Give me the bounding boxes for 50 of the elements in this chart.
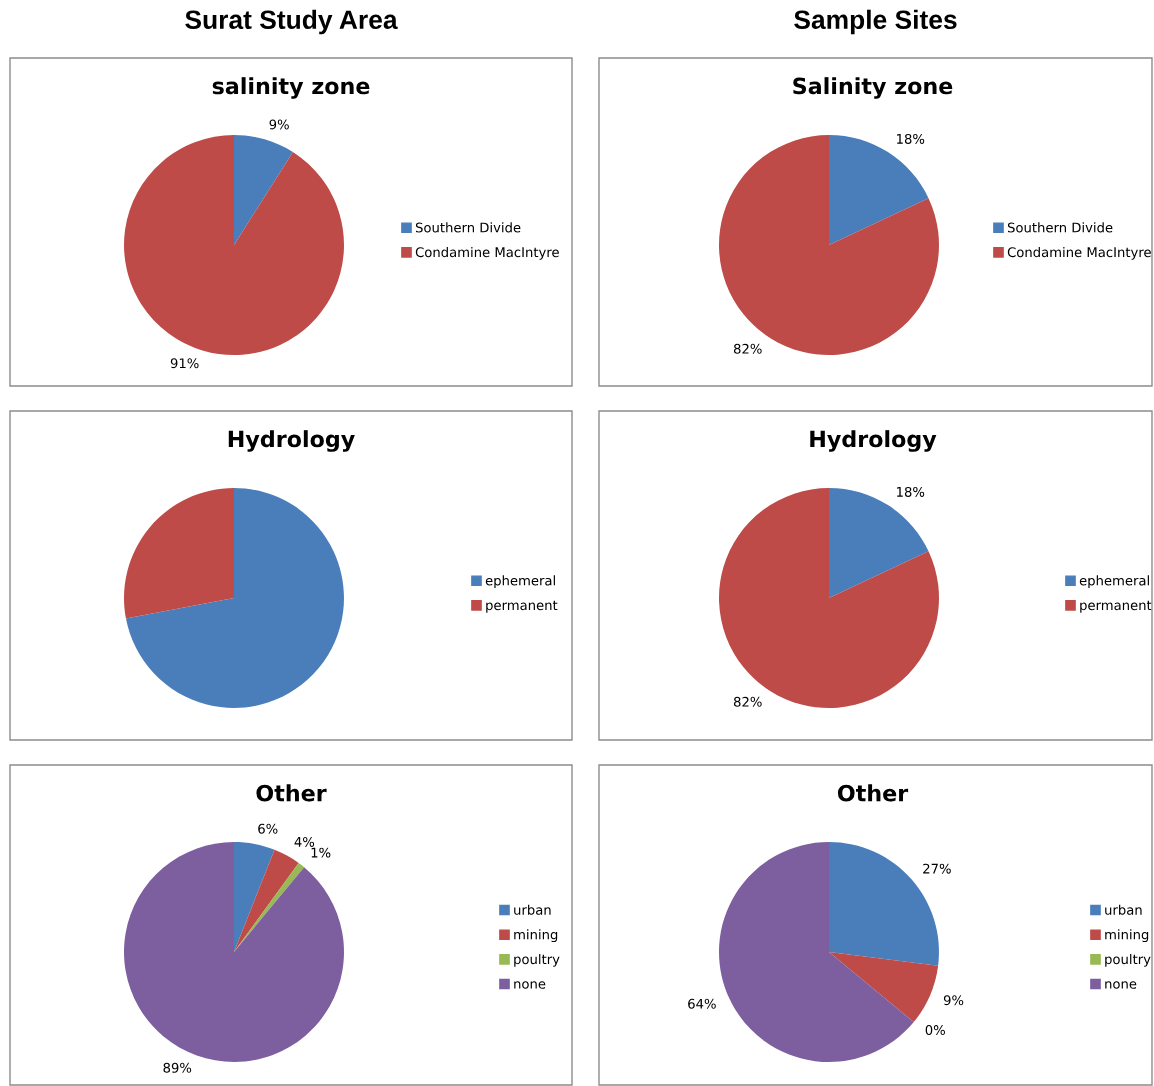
text: 0% — [925, 1025, 945, 1036]
chart-title: Hydrology — [228, 430, 355, 452]
chart-title: Other — [256, 784, 327, 802]
legend-label: poultry — [1105, 953, 1151, 967]
legend-label: none — [1105, 981, 1137, 989]
legend-label: Southern Divide — [1007, 222, 1113, 233]
data-label: 64% — [688, 998, 716, 1009]
pie-slice — [719, 488, 939, 708]
legend-label: ephemeral — [485, 575, 555, 589]
data-label: 89% — [163, 1062, 192, 1073]
legend-label: urban — [1105, 904, 1142, 915]
legend-label: urban — [514, 904, 551, 915]
legend-label: Condamine MacIntyre — [1007, 246, 1151, 260]
legend-label: ephemeral — [1079, 575, 1149, 589]
data-label: 18% — [897, 486, 925, 497]
legend-label: Southern Divide — [415, 222, 521, 233]
text: Sample Sites — [794, 9, 957, 35]
pie-slice — [719, 842, 914, 1062]
pie-slice — [234, 135, 293, 245]
pie-slice — [234, 842, 275, 952]
data-label: 1% — [311, 847, 331, 858]
pie-slice — [234, 849, 299, 952]
legend-label: permanent — [486, 600, 558, 613]
data-label: 4% — [294, 836, 315, 847]
text: Surat Study Area — [185, 9, 398, 35]
legend-label: permanent — [1080, 600, 1152, 613]
data-label: 18% — [897, 133, 925, 144]
pie-slice — [829, 488, 929, 598]
data-label: 9% — [269, 119, 289, 130]
pie-slice — [124, 135, 344, 355]
legend-label: mining — [514, 929, 558, 943]
data-label: 91% — [170, 358, 199, 369]
chart-title: Salinity zone — [793, 77, 953, 99]
pie-slice — [829, 135, 929, 245]
legend-label: mining — [1105, 929, 1149, 943]
data-label: 82% — [733, 343, 762, 354]
pie-slice — [829, 952, 939, 1023]
legend-label: Condamine MacIntyre — [415, 246, 559, 260]
data-label: 9% — [943, 995, 964, 1006]
legend-label: none — [514, 981, 546, 989]
chart-title: Hydrology — [810, 430, 937, 452]
data-label: 27% — [923, 863, 951, 874]
legend-label: poultry — [514, 953, 560, 967]
pie-slice — [719, 135, 939, 355]
pie-slice — [124, 488, 234, 619]
pie-slice — [125, 488, 344, 708]
data-label: 82% — [733, 696, 762, 707]
chart-title: Other — [837, 784, 909, 802]
data-label: 6% — [258, 823, 278, 834]
chart-title: salinity zone — [212, 77, 370, 99]
